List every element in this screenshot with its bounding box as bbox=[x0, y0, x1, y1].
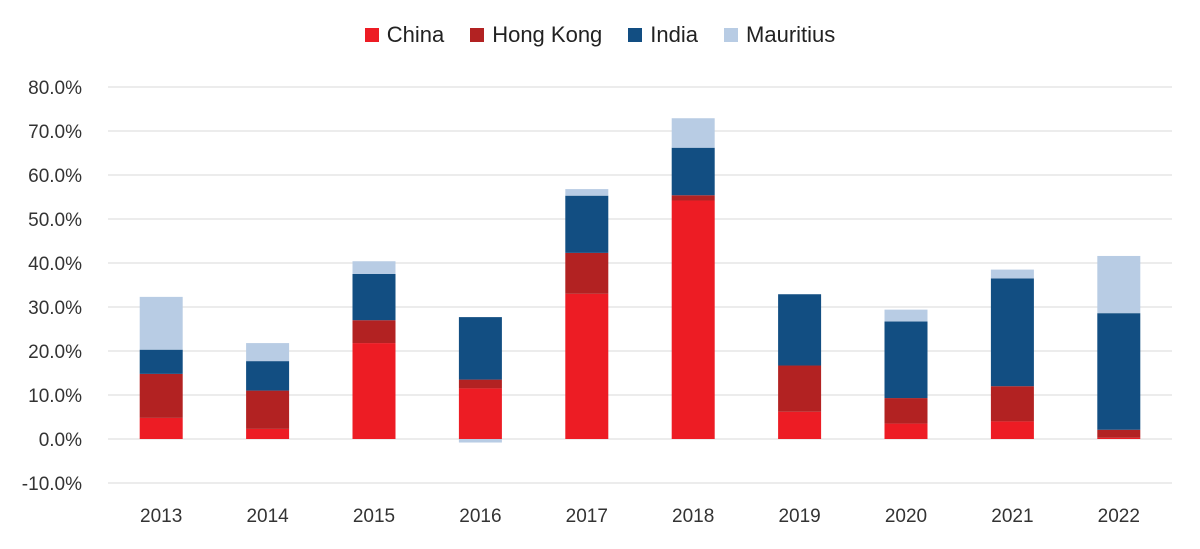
x-tick-label: 2016 bbox=[459, 506, 501, 527]
legend-item-china: China bbox=[364, 22, 445, 48]
x-tick-label: 2018 bbox=[672, 506, 714, 527]
x-tick-label: 2022 bbox=[1098, 506, 1140, 527]
bar-mauritius-2017 bbox=[565, 189, 609, 196]
y-tick-label: 80.0% bbox=[28, 78, 82, 99]
y-axis-ticks: -10.0% 0.0% 10.0% 20.0% 30.0% 40.0% 50.0% 60.0%… bbox=[22, 78, 82, 495]
bar-hong-kong-2022 bbox=[1097, 429, 1141, 438]
y-tick-label: 30.0% bbox=[28, 298, 82, 319]
bar-mauritius-2021 bbox=[990, 269, 1034, 279]
bar-hong-kong-2015 bbox=[352, 320, 396, 344]
bar-mauritius-2022 bbox=[1097, 255, 1141, 314]
bar-india-2016 bbox=[458, 317, 502, 380]
y-tick-label: 20.0% bbox=[28, 342, 82, 363]
bar-hong-kong-2020 bbox=[884, 398, 928, 424]
bar-india-2022 bbox=[1097, 313, 1141, 430]
legend-label: Hong Kong bbox=[492, 22, 603, 47]
bar-hong-kong-2017 bbox=[565, 252, 609, 294]
legend-swatch bbox=[364, 28, 379, 42]
bar-mauritius-2015 bbox=[352, 261, 396, 274]
y-tick-label: -10.0% bbox=[22, 474, 82, 495]
x-tick-label: 2017 bbox=[566, 506, 608, 527]
bar-china-2013 bbox=[139, 417, 183, 439]
bar-india-2019 bbox=[778, 294, 822, 366]
legend-swatch bbox=[724, 28, 739, 42]
bar-mauritius-2016 bbox=[458, 439, 502, 443]
y-tick-label: 50.0% bbox=[28, 210, 82, 231]
x-tick-label: 2021 bbox=[991, 506, 1033, 527]
y-tick-label: 40.0% bbox=[28, 254, 82, 275]
x-tick-label: 2013 bbox=[140, 506, 182, 527]
legend-item-mauritius: Mauritius bbox=[724, 22, 835, 48]
x-tick-label: 2020 bbox=[885, 506, 927, 527]
legend-item-india: India bbox=[628, 22, 698, 48]
legend-swatch bbox=[628, 28, 643, 42]
bar-mauritius-2013 bbox=[139, 296, 183, 350]
bar-india-2015 bbox=[352, 274, 396, 321]
bar-china-2020 bbox=[884, 423, 928, 439]
legend-label: China bbox=[386, 22, 445, 47]
bar-india-2021 bbox=[990, 278, 1034, 387]
y-tick-label: 70.0% bbox=[28, 122, 82, 143]
legend-label: Mauritius bbox=[746, 22, 836, 47]
bar-india-2014 bbox=[246, 361, 290, 391]
bar-hong-kong-2019 bbox=[778, 365, 822, 412]
legend-label: India bbox=[650, 22, 699, 47]
bar-mauritius-2018 bbox=[671, 118, 715, 148]
bar-china-2021 bbox=[990, 421, 1034, 439]
x-tick-label: 2015 bbox=[353, 506, 395, 527]
y-tick-label: 10.0% bbox=[28, 386, 82, 407]
bar-china-2017 bbox=[565, 293, 609, 439]
bar-india-2018 bbox=[671, 147, 715, 196]
bar-hong-kong-2021 bbox=[990, 386, 1034, 422]
bar-mauritius-2014 bbox=[246, 343, 290, 362]
y-tick-label: 60.0% bbox=[28, 166, 82, 187]
bar-china-2018 bbox=[671, 200, 715, 439]
bar-china-2019 bbox=[778, 411, 822, 439]
bar-china-2016 bbox=[458, 388, 502, 439]
legend-item-hong-kong: Hong Kong bbox=[470, 22, 602, 48]
bar-china-2014 bbox=[246, 428, 290, 439]
bar-india-2017 bbox=[565, 195, 609, 253]
bar-hong-kong-2016 bbox=[458, 379, 502, 389]
bar-mauritius-2020 bbox=[884, 309, 928, 322]
x-axis-ticks: 2013 2014 2015 2016 2017 2018 2019 2020 2021 2022 bbox=[140, 506, 1140, 527]
bars bbox=[139, 118, 1141, 443]
x-tick-label: 2014 bbox=[246, 506, 289, 527]
bar-china-2015 bbox=[352, 343, 396, 439]
y-tick-label: 0.0% bbox=[39, 430, 82, 451]
bar-hong-kong-2018 bbox=[671, 195, 715, 201]
x-tick-label: 2019 bbox=[778, 506, 820, 527]
legend-swatch bbox=[470, 28, 485, 42]
bar-india-2020 bbox=[884, 321, 928, 399]
bar-india-2013 bbox=[139, 349, 183, 374]
legend: China Hong Kong India Mauritius bbox=[0, 22, 1200, 48]
bar-china-2022 bbox=[1097, 437, 1141, 439]
bar-hong-kong-2013 bbox=[139, 373, 183, 418]
bar-hong-kong-2014 bbox=[246, 390, 290, 429]
